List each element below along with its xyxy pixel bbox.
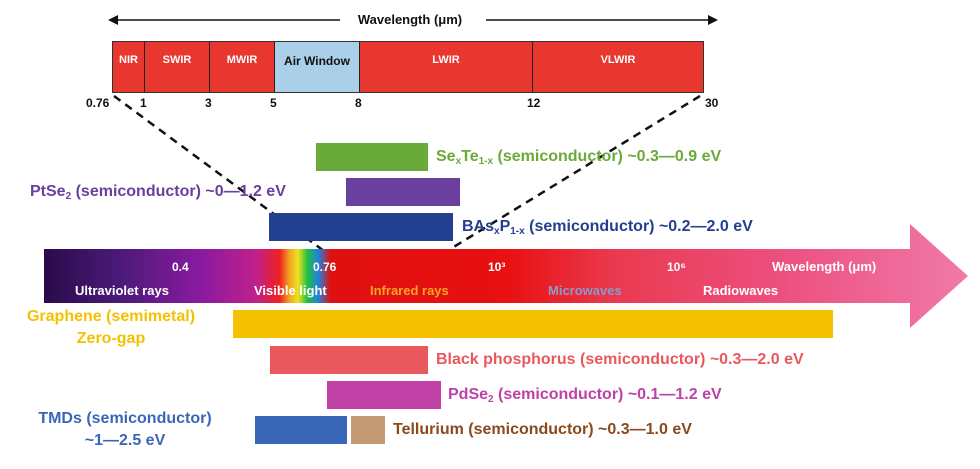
spectrum-tick: 0.76: [313, 260, 337, 274]
bp-label: Black phosphorus (semiconductor) ~0.3—2.…: [436, 351, 804, 368]
top-tick: 5: [270, 96, 277, 110]
top-tick: 30: [705, 96, 719, 110]
pdse2-bar: [327, 381, 441, 409]
tmds-label-line1: TMDs (semiconductor): [38, 410, 212, 427]
region-infrared: Infrared rays: [370, 283, 449, 298]
top-tick: 0.76: [86, 96, 110, 110]
band-label: Air Window: [284, 54, 350, 68]
tellurium-bar: [351, 416, 385, 444]
band-mwir: MWIR: [210, 42, 275, 92]
region-visible: Visible light: [254, 283, 327, 298]
band-label: SWIR: [162, 54, 192, 66]
band-nir: NIR: [113, 42, 145, 92]
graphene-bar: [233, 310, 833, 338]
ptse2-label: PtSe2 (semiconductor) ~0—1.2 eV: [30, 183, 286, 202]
tmds-label-line2: ~1—2.5 eV: [84, 432, 166, 449]
spectrum-tick: 10⁶: [667, 260, 686, 274]
graphene-label-line2: Zero-gap: [76, 330, 146, 347]
spectrum-wavelength-label: Wavelength (μm): [772, 259, 877, 274]
sexte-bar: [316, 143, 428, 171]
region-radiowaves: Radiowaves: [703, 283, 779, 298]
ptse2-bar: [346, 178, 460, 206]
bp-bar: [270, 346, 428, 374]
band-label: VLWIR: [600, 54, 636, 66]
spectrum-tick: 10³: [488, 260, 506, 274]
basp-bar: [269, 213, 453, 241]
band-label: LWIR: [432, 54, 460, 66]
region-microwaves: Microwaves: [548, 283, 622, 298]
pdse2-label: PdSe2 (semiconductor) ~0.1—1.2 eV: [448, 386, 722, 405]
top-tick: 3: [205, 96, 212, 110]
double-arrow-icon: [108, 15, 718, 25]
spectrum-tick: 0.4: [172, 260, 189, 274]
band-air-window: Air Window: [275, 42, 360, 92]
band-lwir: LWIR: [360, 42, 533, 92]
top-tick: 12: [527, 96, 541, 110]
basp-label: BAsxP1-x (semiconductor) ~0.2—2.0 eV: [462, 218, 753, 237]
tellurium-label: Tellurium (semiconductor) ~0.3—1.0 eV: [393, 421, 692, 438]
sexte-label: SexTe1-x (semiconductor) ~0.3—0.9 eV: [436, 148, 722, 167]
band-vlwir: VLWIR: [533, 42, 703, 92]
band-bar: NIR SWIR MWIR Air Window LWIR VLWIR: [112, 41, 704, 93]
tmds-bar: [255, 416, 347, 444]
region-ultraviolet: Ultraviolet rays: [75, 283, 169, 298]
band-swir: SWIR: [145, 42, 210, 92]
band-label: NIR: [119, 54, 138, 66]
graphene-label-line1: Graphene (semimetal): [26, 308, 196, 325]
top-axis-title: Wavelength (μm): [357, 12, 463, 27]
top-tick: 8: [355, 96, 362, 110]
top-tick: 1: [140, 96, 147, 110]
band-label: MWIR: [226, 54, 258, 66]
